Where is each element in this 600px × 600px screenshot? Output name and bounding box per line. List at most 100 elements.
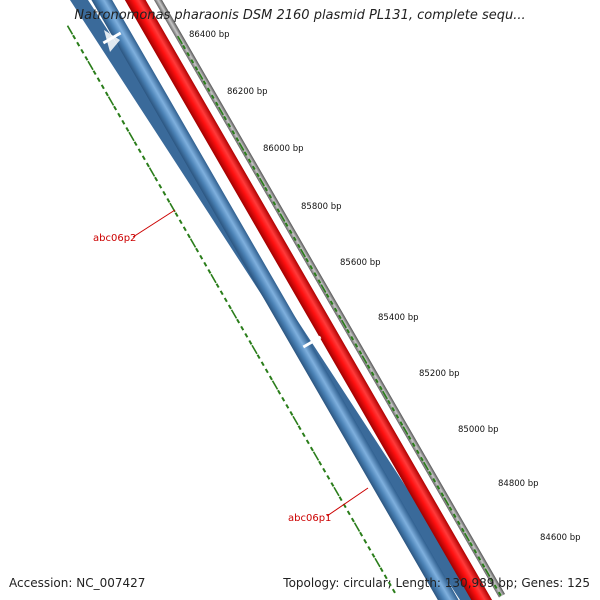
outer-minor-tick [436,485,441,490]
outer-major-tick [423,461,429,471]
inner-major-tick [374,557,381,568]
outer-minor-tick [231,130,236,135]
outer-major-tick [402,426,409,435]
reverse-strand-highlight [87,0,463,600]
map-title: Natronomonas pharaonis DSM 2160 plasmid … [74,8,526,23]
outer-ruler [177,35,502,597]
outer-minor-tick [317,279,322,284]
inner-minor-tick [256,354,261,360]
outer-minor-tick [247,158,252,163]
inner-minor-tick [391,588,396,594]
inner-major-tick [128,131,135,142]
gene-callout-line [326,487,369,517]
inner-major-tick [333,486,340,497]
ruler-tick-label: 86400 bp [189,30,230,40]
forward-strand-track [117,0,493,600]
outer-minor-tick [272,201,277,206]
ruler-tick-label: 84600 bp [540,533,581,543]
outer-minor-tick [182,44,186,50]
inner-minor-tick [113,105,118,111]
outer-minor-tick [366,364,371,369]
inner-minor-tick [350,517,355,523]
outer-minor-tick [202,80,207,85]
outer-minor-tick [223,115,227,121]
inner-minor-tick [117,112,122,118]
outer-minor-tick [387,399,391,405]
outer-minor-tick [338,314,342,320]
inner-minor-tick [285,403,290,409]
gene-boundary [302,335,322,349]
outer-minor-tick [264,186,268,192]
outer-major-tick [197,71,204,80]
outer-minor-tick [411,442,416,448]
outer-major-tick [443,497,450,506]
outer-minor-tick [391,407,396,412]
outer-minor-tick [297,243,301,249]
inner-minor-tick [76,41,81,47]
outer-major-tick [464,532,470,542]
outer-minor-tick [292,236,297,242]
gene-label-abc06p2: abc06p2 [93,233,136,244]
inner-minor-tick [207,269,212,274]
outer-minor-tick [432,478,437,483]
inner-minor-tick [178,219,183,225]
outer-minor-tick [190,59,195,64]
outer-major-tick [361,355,368,364]
inner-minor-tick [236,318,241,324]
outer-minor-tick [288,229,293,234]
inner-minor-tick [309,446,314,452]
outer-minor-tick [481,563,486,568]
inner-major-tick [107,96,115,106]
outer-major-tick [300,248,306,258]
inner-minor-tick [72,34,77,40]
inner-minor-tick [137,148,142,154]
inner-major-tick [353,522,361,532]
inner-minor-tick [240,325,245,331]
outer-minor-tick [309,265,314,270]
inner-minor-tick [367,545,372,551]
outer-minor-tick [448,506,453,511]
inner-minor-tick [338,496,343,502]
gene-label-abc06p1: abc06p1 [288,513,331,524]
inner-minor-tick [326,474,331,480]
outer-minor-tick [428,470,432,476]
inner-minor-tick [318,460,323,466]
inner-minor-tick [215,283,220,289]
outer-major-tick [259,177,265,187]
inner-minor-tick [289,411,294,416]
inner-minor-tick [121,119,126,125]
inner-major-tick [271,380,279,390]
outer-major-tick [382,390,388,400]
inner-minor-tick [277,389,282,395]
outer-minor-tick [276,208,281,213]
outer-minor-tick [210,94,215,100]
outer-minor-tick [358,350,363,355]
inner-minor-tick [244,332,249,338]
inner-minor-tick [195,247,200,253]
outer-minor-tick [329,300,334,305]
accession-label: Accession: NC_007427 [9,576,146,590]
outer-major-tick [279,213,286,222]
inner-major-tick [251,344,258,355]
outer-minor-tick [497,591,502,597]
inner-minor-tick [100,84,105,90]
ruler-tick-label: 85200 bp [419,369,460,379]
inner-major-tick [66,25,74,35]
inner-minor-tick [301,432,306,438]
outer-minor-tick [256,172,260,178]
outer-minor-tick [305,257,309,263]
inner-minor-tick [174,212,179,218]
inner-ruler [66,25,396,594]
ruler-tick-label: 86200 bp [227,87,268,97]
outer-minor-tick [374,378,379,384]
inner-minor-tick [84,55,89,61]
inner-major-tick [230,309,238,319]
outer-minor-tick [235,137,240,142]
outer-minor-tick [227,122,232,128]
inner-minor-tick [92,70,97,76]
inner-minor-tick [297,425,302,431]
outer-minor-tick [186,51,191,57]
inner-minor-tick [223,297,228,303]
inner-minor-tick [182,226,187,232]
outer-minor-tick [325,293,330,298]
